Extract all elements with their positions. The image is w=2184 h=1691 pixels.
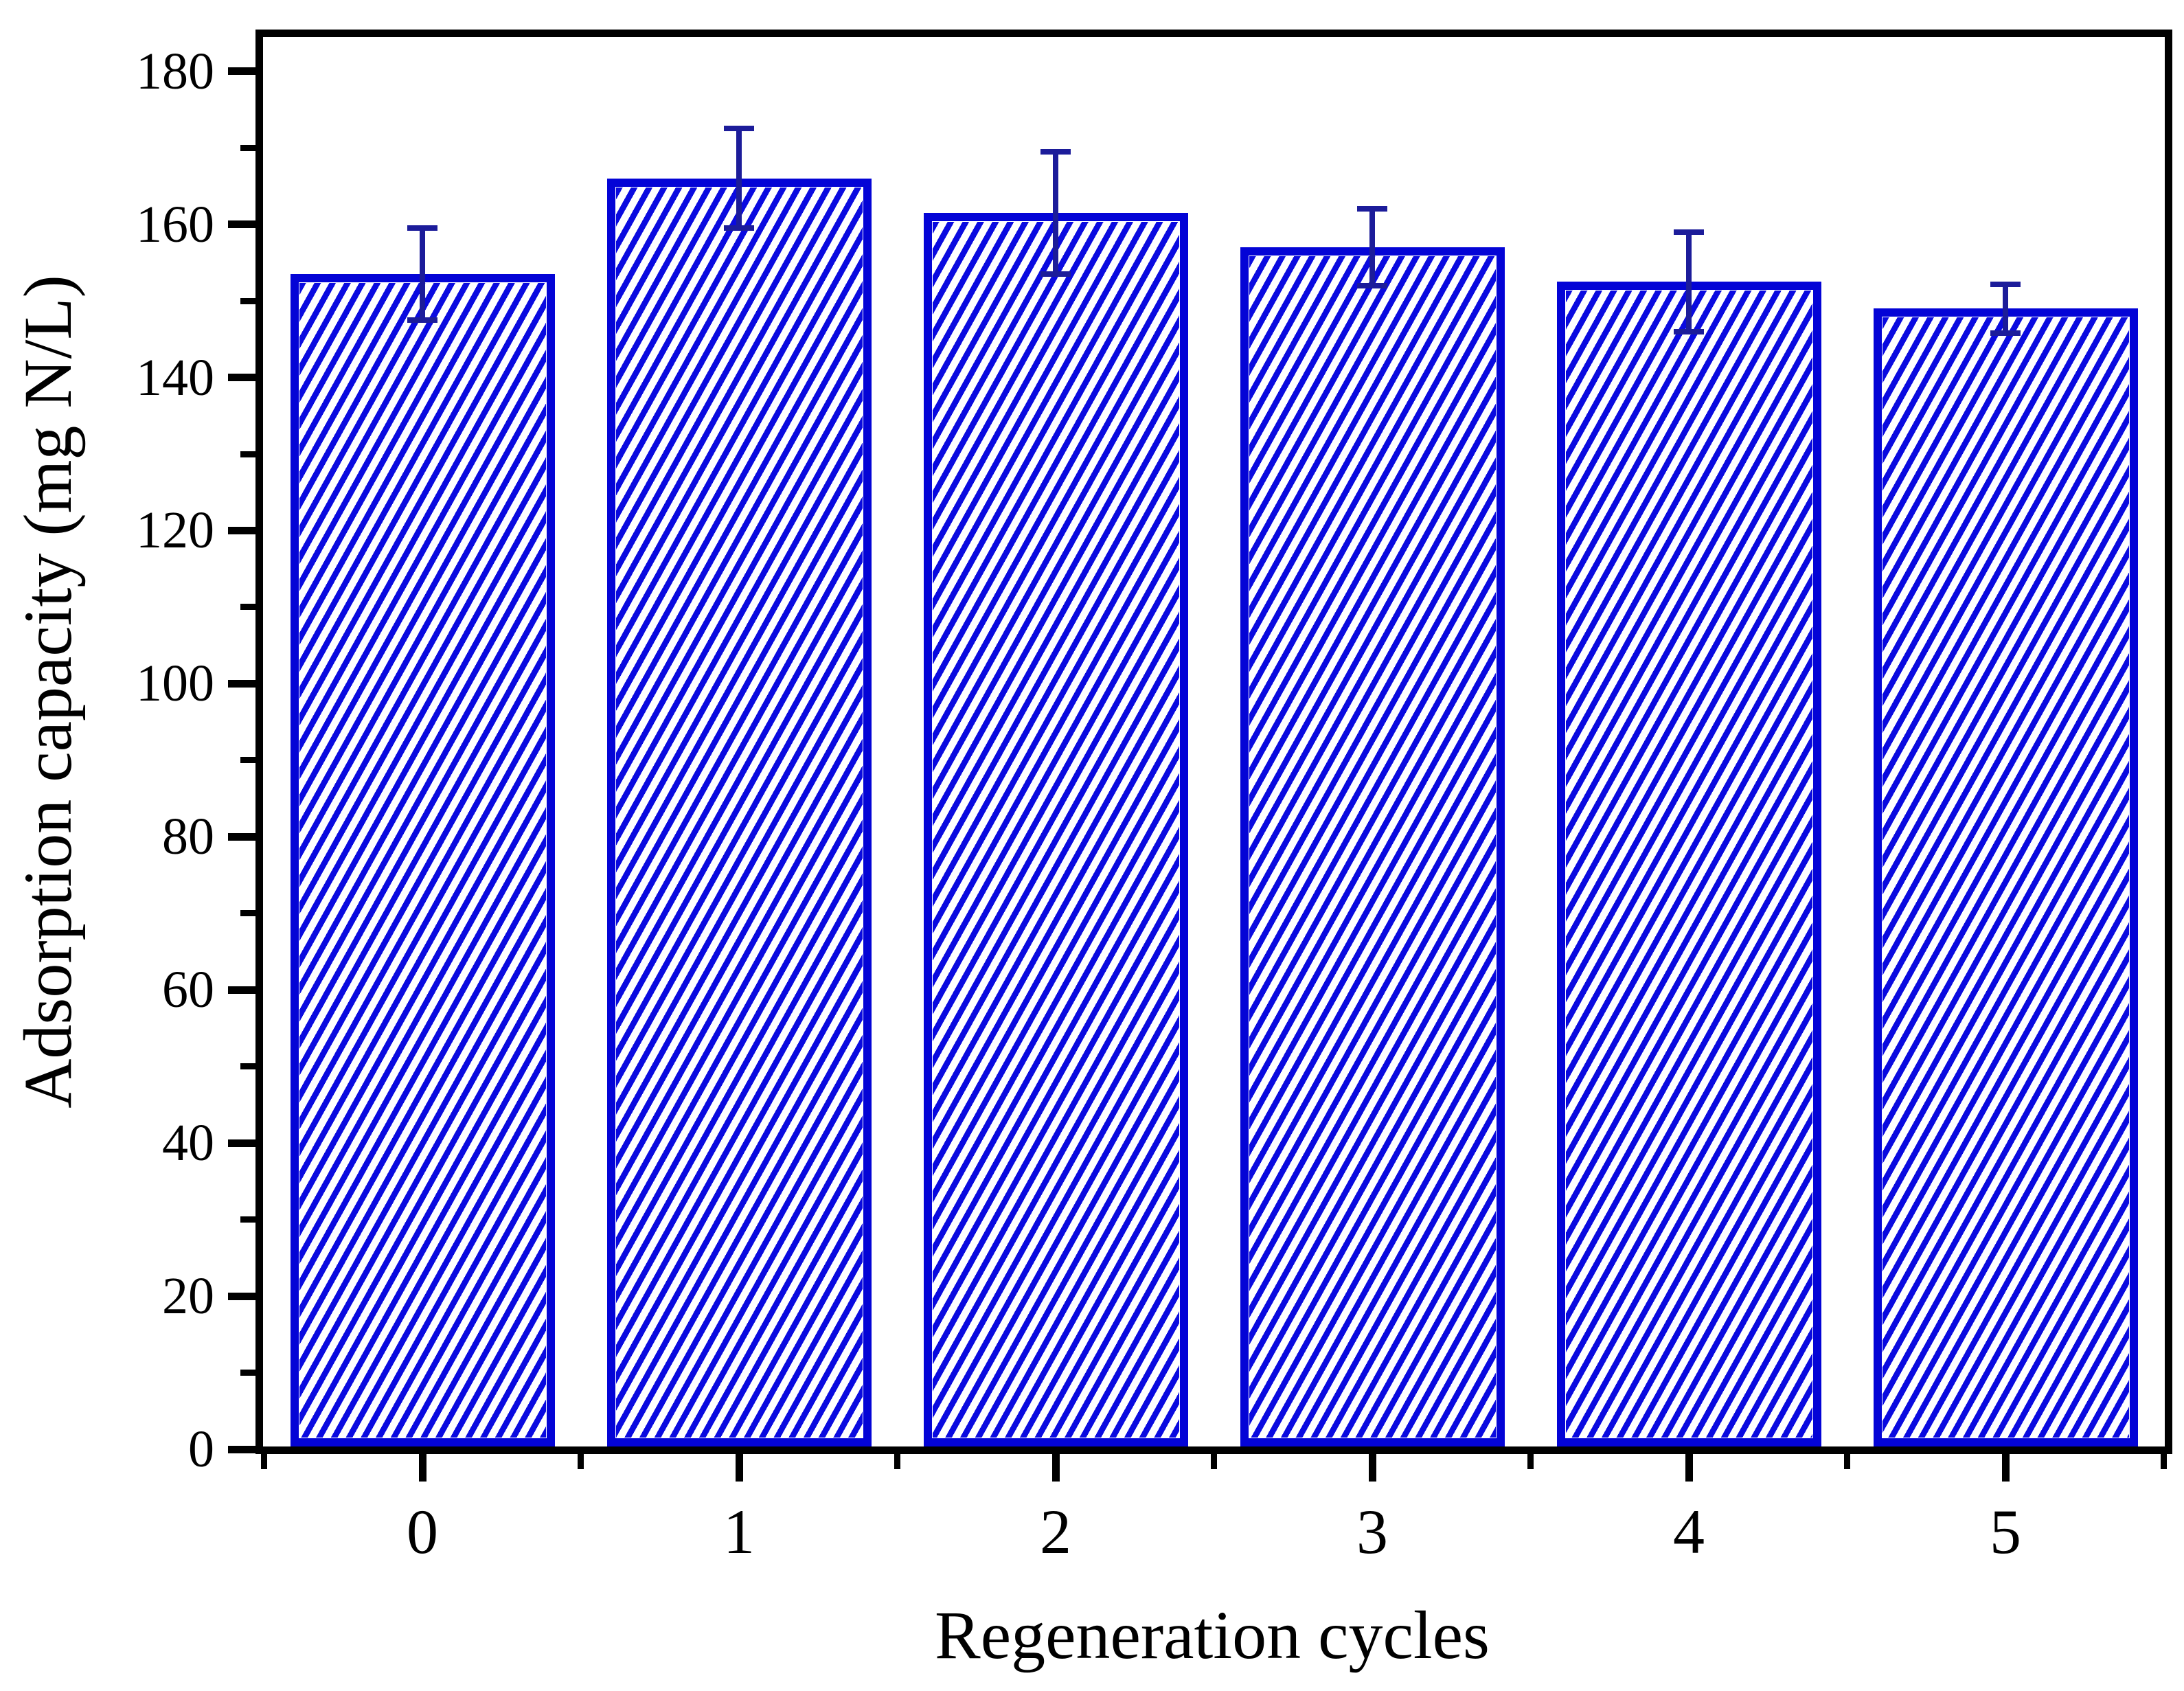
y-major-tick: [228, 679, 258, 688]
error-bar-line: [1053, 151, 1058, 275]
y-tick-label: 160: [136, 195, 214, 253]
y-major-tick: [228, 374, 258, 382]
bar: [1240, 247, 1505, 1446]
error-bar-top-cap: [1357, 206, 1387, 212]
y-major-tick: [228, 986, 258, 994]
x-tick-label: 3: [1356, 1497, 1388, 1567]
x-tick-label: 5: [1990, 1497, 2021, 1567]
y-major-tick: [228, 1292, 258, 1300]
x-tick-label: 4: [1673, 1497, 1705, 1567]
y-minor-tick: [240, 1370, 258, 1376]
y-tick-label: 80: [162, 808, 214, 866]
plot-frame: [255, 30, 2172, 1454]
error-bar-top-cap: [1674, 229, 1704, 235]
y-minor-tick: [240, 144, 258, 151]
error-bar-top-cap: [407, 225, 437, 231]
y-major-tick: [228, 220, 258, 229]
x-major-tick: [1051, 1451, 1060, 1482]
y-tick-label: 100: [136, 655, 214, 713]
x-minor-tick: [1211, 1451, 1217, 1469]
x-minor-tick: [261, 1451, 267, 1469]
error-bar-bottom-cap: [1990, 330, 2021, 336]
bar-hatch: [615, 187, 863, 1438]
bar: [606, 178, 872, 1446]
x-minor-tick: [1844, 1451, 1850, 1469]
x-major-tick: [1368, 1451, 1376, 1482]
x-major-tick: [418, 1451, 426, 1482]
x-minor-tick: [1527, 1451, 1534, 1469]
y-minor-tick: [240, 297, 258, 304]
x-minor-tick: [2161, 1451, 2167, 1469]
error-bar-line: [1369, 209, 1375, 286]
x-major-tick: [735, 1451, 743, 1482]
y-tick-label: 140: [136, 348, 214, 407]
x-major-tick: [2001, 1451, 2010, 1482]
y-tick-label: 180: [136, 42, 214, 100]
x-minor-tick: [894, 1451, 900, 1469]
error-bar-bottom-cap: [407, 317, 437, 323]
y-major-tick: [228, 67, 258, 76]
y-minor-tick: [240, 1063, 258, 1070]
y-axis-title: Adsorption capacity (mg N/L): [10, 275, 86, 1109]
error-bar-line: [420, 228, 425, 320]
bar-hatch: [299, 283, 546, 1438]
y-tick-label: 40: [162, 1114, 214, 1172]
y-minor-tick: [240, 604, 258, 611]
y-minor-tick: [240, 1216, 258, 1223]
y-tick-label: 0: [188, 1420, 214, 1478]
y-minor-tick: [240, 757, 258, 764]
x-tick-label: 1: [723, 1497, 755, 1567]
y-major-tick: [228, 526, 258, 534]
bar: [1556, 282, 1821, 1446]
y-minor-tick: [240, 910, 258, 917]
error-bar-bottom-cap: [1040, 271, 1071, 277]
bar-hatch: [932, 221, 1179, 1438]
x-minor-tick: [578, 1451, 584, 1469]
error-bar-bottom-cap: [724, 225, 754, 231]
error-bar-line: [1686, 231, 1692, 332]
error-bar-top-cap: [1040, 148, 1071, 155]
x-major-tick: [1685, 1451, 1693, 1482]
y-minor-tick: [240, 451, 258, 457]
x-tick-label: 2: [1040, 1497, 1071, 1567]
bar-hatch: [1249, 256, 1496, 1438]
y-major-tick: [228, 832, 258, 841]
bar-hatch: [1882, 317, 2129, 1438]
error-bar-line: [736, 128, 742, 229]
y-tick-label: 120: [136, 501, 214, 560]
error-bar-line: [2003, 284, 2008, 333]
x-axis-title: Regeneration cycles: [935, 1597, 1490, 1673]
error-bar-top-cap: [724, 126, 754, 132]
bar-hatch: [1565, 291, 1812, 1438]
bar: [290, 274, 555, 1446]
y-major-tick: [228, 1139, 258, 1147]
y-tick-label: 20: [162, 1267, 214, 1326]
y-major-tick: [228, 1445, 258, 1453]
error-bar-bottom-cap: [1357, 282, 1387, 288]
error-bar-top-cap: [1990, 281, 2021, 287]
bar: [1873, 308, 2138, 1446]
bar: [923, 212, 1188, 1446]
x-tick-label: 0: [407, 1497, 438, 1567]
y-tick-label: 60: [162, 961, 214, 1019]
error-bar-bottom-cap: [1674, 328, 1704, 334]
